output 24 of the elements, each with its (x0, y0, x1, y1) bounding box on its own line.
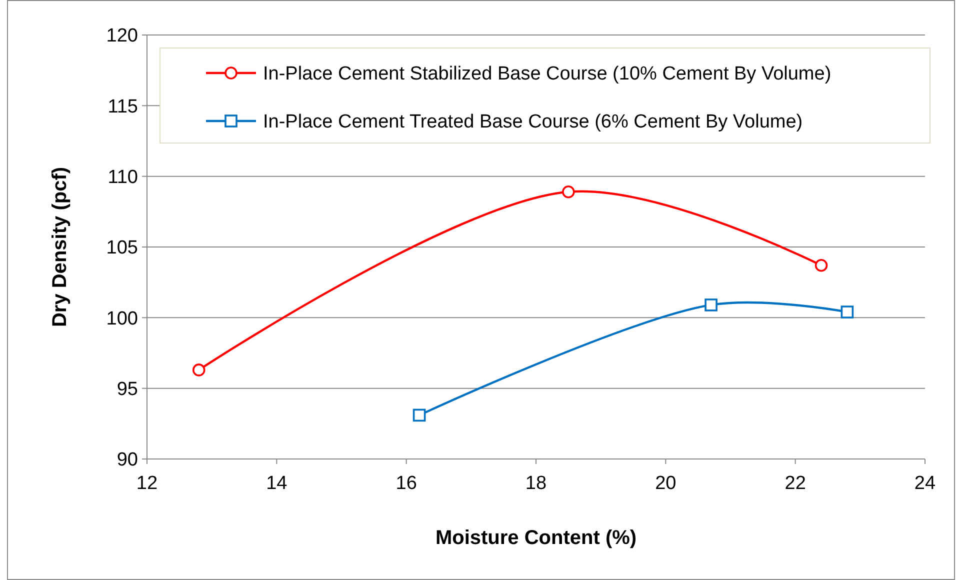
y-tick-label: 100 (106, 308, 138, 330)
y-tick-label: 120 (106, 26, 138, 47)
point (814, 258, 828, 272)
y-tick-label: 95 (116, 378, 138, 400)
y-tick-label: 110 (108, 166, 138, 188)
y-tick-label: 90 (116, 450, 138, 471)
x-tick-label: 24 (914, 473, 936, 494)
x-tick-label: 16 (396, 473, 417, 494)
x-axis-title: Moisture Content (%) (435, 527, 637, 549)
x-tick-label: 18 (525, 473, 547, 494)
y-axis-title: Dry Density (pcf) (49, 166, 71, 328)
x-tick-label: 20 (655, 473, 676, 494)
x-tick-label: 14 (266, 473, 288, 494)
point (840, 306, 854, 318)
point (412, 408, 426, 422)
y-tick-label: 105 (106, 238, 138, 259)
x-tick-label: 22 (784, 473, 806, 494)
legend-label: In-Place Cement Treated Base Course (6% Cement By Volume) (263, 112, 803, 133)
legend-label: In-Place Cement Stabilized Base Course (10% Cement By Volume) (263, 64, 832, 85)
y-tick-label: 115 (108, 96, 138, 118)
point (562, 185, 575, 198)
point (704, 298, 718, 312)
x-tick-label: 12 (136, 473, 158, 494)
point (192, 364, 206, 376)
